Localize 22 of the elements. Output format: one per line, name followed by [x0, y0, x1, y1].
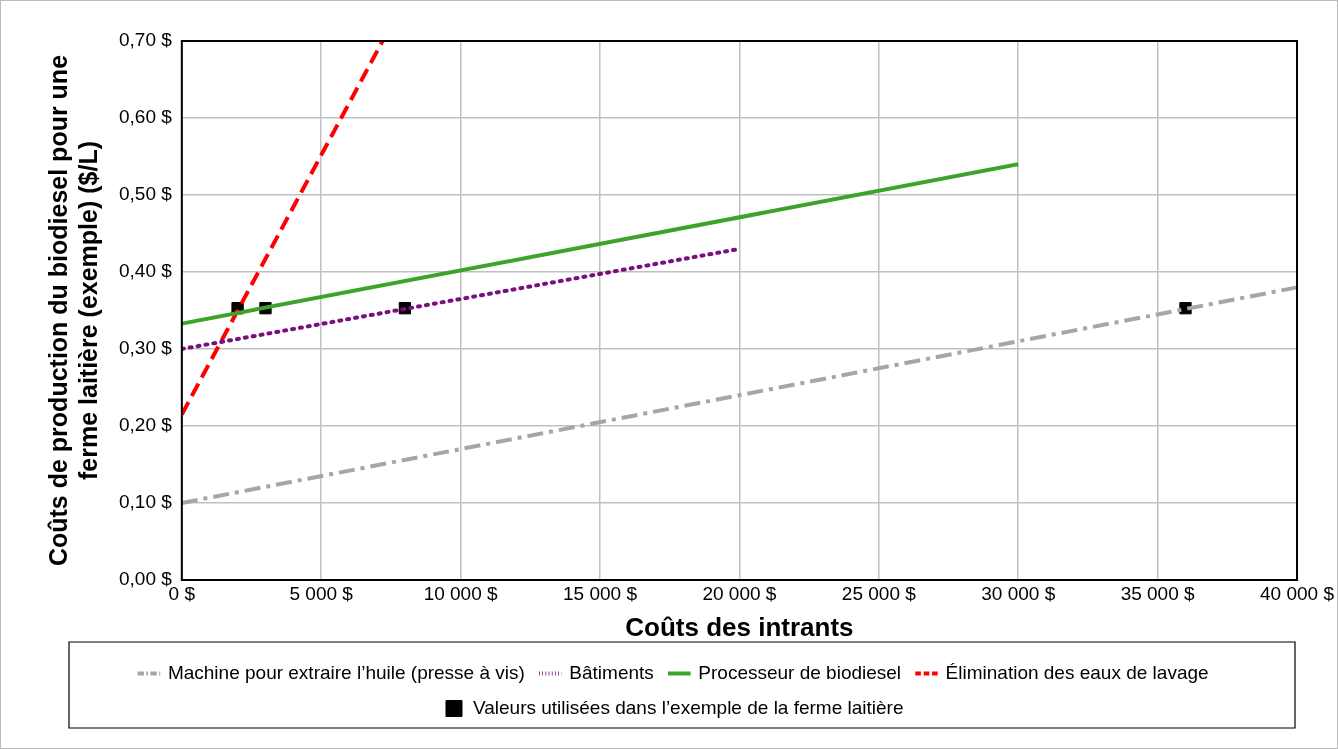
x-tick-label: 30 000 $	[981, 582, 1056, 604]
x-tick-label: 35 000 $	[1120, 582, 1196, 604]
legend-label: Valeurs utilisées dans l’exemple de la ferme laitière	[472, 696, 904, 718]
x-tick-label: 10 000 $	[423, 582, 499, 604]
y-axis-title: Coûts de production du biodiesel pour une ferme laitière (exemple) ($/L)	[43, 54, 102, 567]
y-tick-label: 0,60 $	[119, 106, 173, 128]
y-tick-label: 0,40 $	[119, 260, 173, 282]
x-tick-label: 20 000 $	[702, 582, 777, 604]
y-tick-label: 0,30 $	[119, 337, 173, 359]
x-tick-label: 15 000 $	[563, 582, 638, 604]
y-tick-label: 0,50 $	[119, 183, 173, 205]
x-tick-label: 40 000 $	[1260, 582, 1335, 604]
legend-label: Bâtiments	[569, 661, 654, 683]
legend-label: Machine pour extraire l’huile (presse à vis)	[167, 661, 525, 683]
y-tick-label: 0,20 $	[119, 414, 173, 436]
x-tick-label: 25 000 $	[841, 582, 917, 604]
y-tick-label: 0,70 $	[119, 29, 173, 51]
x-axis-title: Coûts des intrants	[625, 611, 854, 642]
legend-label: Élimination des eaux de lavage	[945, 661, 1209, 683]
x-tick-label: 5 000 $	[289, 582, 354, 604]
y-tick-label: 0,10 $	[119, 491, 173, 513]
legend-label: Processeur de biodiesel	[698, 661, 902, 683]
